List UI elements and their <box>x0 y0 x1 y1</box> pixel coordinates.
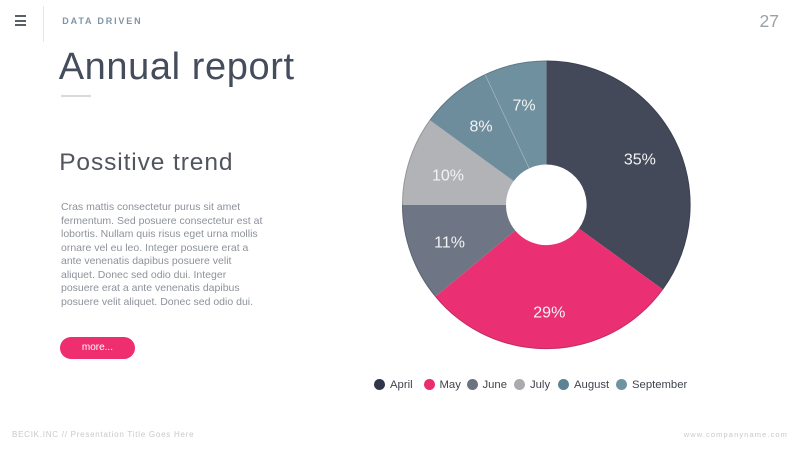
svg-text:8%: 8% <box>469 119 492 136</box>
svg-text:11%: 11% <box>434 235 465 252</box>
svg-text:10%: 10% <box>432 167 464 184</box>
svg-text:7%: 7% <box>512 98 535 115</box>
svg-text:29%: 29% <box>533 305 565 322</box>
svg-text:35%: 35% <box>624 151 656 168</box>
